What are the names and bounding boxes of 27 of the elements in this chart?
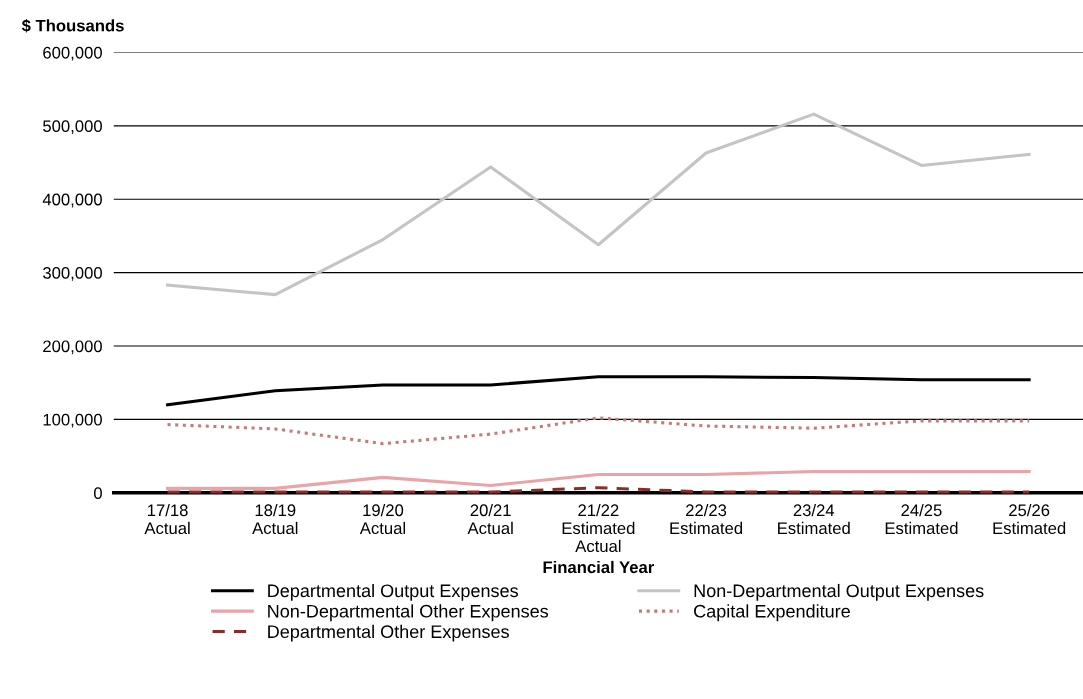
legend-label: Non-Departmental Output Expenses [694,583,984,601]
y-tick-label: 200,000 [43,340,102,355]
x-tick-label: 19/20 Actual [359,503,406,535]
y-axis-title: $ Thousands [21,18,124,33]
y-tick-label: 100,000 [43,413,102,428]
legend-label: Non-Departmental Other Expenses [268,604,549,622]
y-tick-label: 600,000 [43,46,102,61]
x-tick-label: 24/25 Estimated [885,503,958,535]
x-tick-label: 22/23 Estimated [670,503,743,535]
y-tick-label: 300,000 [43,267,102,281]
legend-label: Departmental Output Expenses [268,583,518,601]
x-axis-title: Financial Year [543,560,655,574]
x-tick-label: 21/22 Estimated Actual [562,503,635,553]
x-tick-label: 25/26 Estimated [993,503,1066,535]
line-series [166,416,1031,446]
legend-label: Capital Expenditure [694,604,850,622]
x-tick-label: 18/19 Actual [252,503,298,535]
x-tick-label: 23/24 Estimated [778,503,850,535]
x-tick-label: 20/21 Actual [467,503,513,535]
line-series [166,112,1031,297]
line-series [166,375,1031,407]
y-tick-label: 400,000 [42,193,102,208]
y-tick-label: 0 [93,487,102,499]
line-series [166,469,1031,490]
legend-label: Departmental Other Expenses [268,624,509,642]
x-tick-label: 17/18 Actual [144,503,190,535]
y-tick-label: 500,000 [43,120,102,134]
